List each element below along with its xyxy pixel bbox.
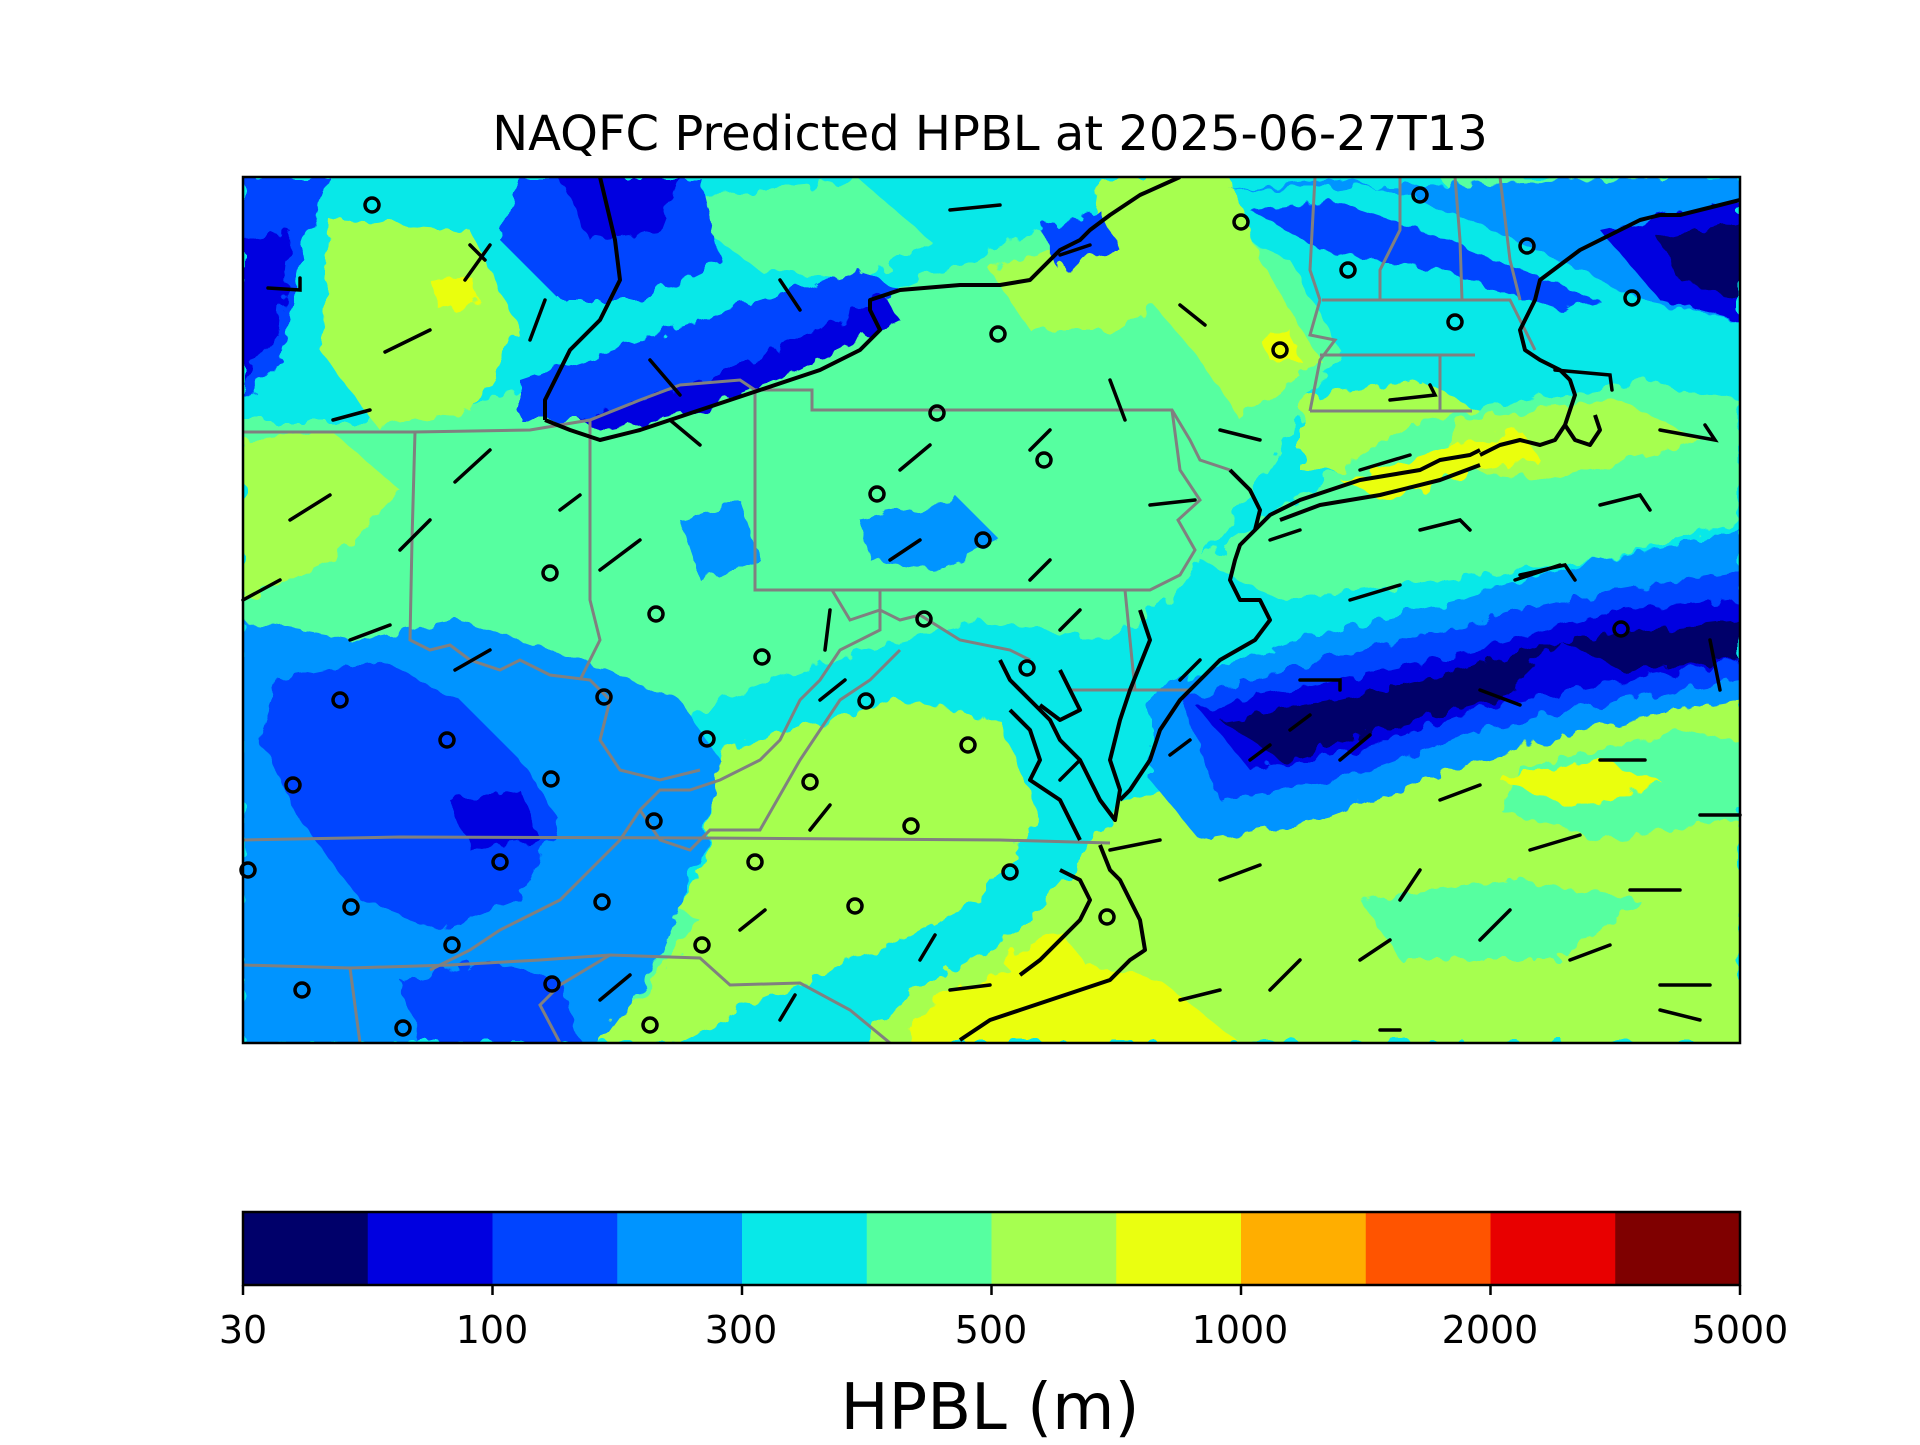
colorbar-segment: [617, 1212, 743, 1285]
colorbar-segment: [1241, 1212, 1367, 1285]
colorbar-tick: 500: [954, 1308, 1028, 1352]
observation-sites: [239, 186, 1641, 1037]
map-frame: [241, 175, 1742, 1045]
hpbl-field: [243, 177, 1740, 1043]
coastlines: [543, 177, 1740, 1042]
plot-title: NAQFC Predicted HPBL at 2025-06-27T13: [492, 106, 1488, 162]
colorbar-tick: 1000: [1191, 1308, 1289, 1352]
colorbar-segment: [866, 1212, 992, 1285]
colorbar-segment: [1116, 1212, 1242, 1285]
colorbar-segment: [243, 1212, 369, 1285]
colorbar-tick: 5000: [1691, 1308, 1789, 1352]
colorbar-segment: [742, 1212, 868, 1285]
colorbar-segment: [1615, 1212, 1741, 1285]
colorbar-tick: 30: [218, 1308, 268, 1352]
colorbar-segment: [367, 1212, 493, 1285]
colorbar-tick: 300: [704, 1308, 778, 1352]
wind-barbs: [241, 203, 1742, 1032]
state-borders: [243, 177, 1537, 1043]
colorbar-tick: 2000: [1441, 1308, 1539, 1352]
colorbar-segment: [1365, 1212, 1491, 1285]
colorbar-label: HPBL (m): [840, 1371, 1140, 1445]
colorbar-tick: 100: [455, 1308, 529, 1352]
colorbar-segment: [492, 1212, 618, 1285]
colorbar-segment: [991, 1212, 1117, 1285]
colorbar: [241, 1210, 1742, 1295]
colorbar-segment: [1490, 1212, 1616, 1285]
